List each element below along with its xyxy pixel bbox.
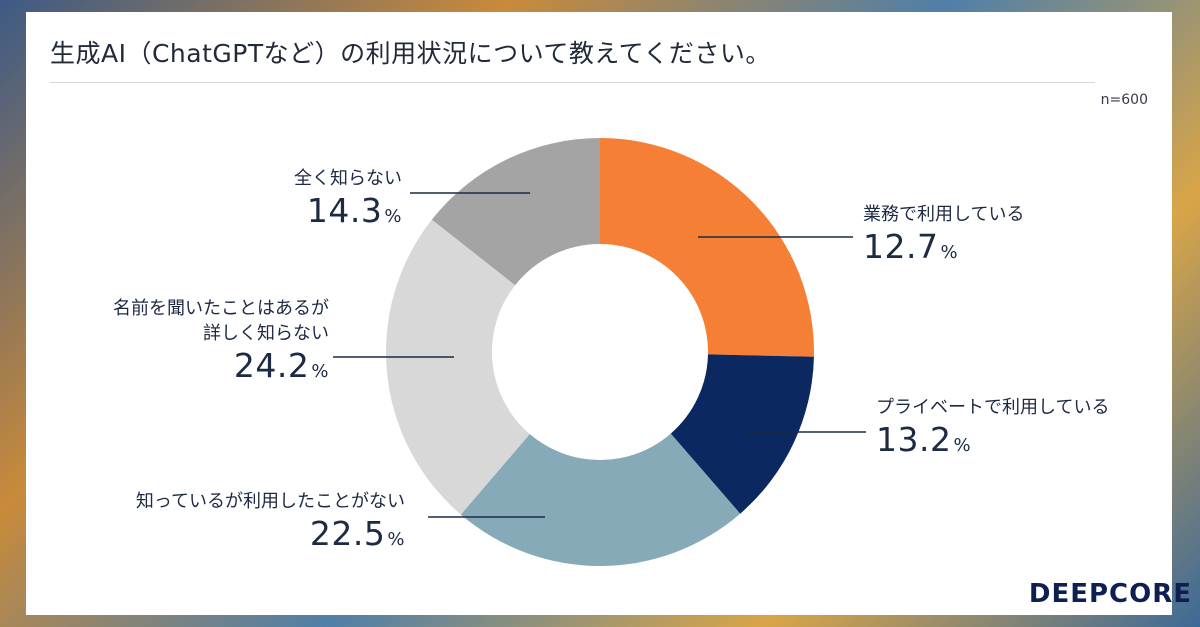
slice-private-use [670,354,814,514]
slice-know-not-used [460,433,741,566]
label-private-use: プライベートで利用している 13.2% [876,395,1109,466]
slice-label-name: 業務で利用している [863,204,1025,225]
slice-label-name: 知っているが利用したことがない [135,491,405,512]
chart-title: 生成AI（ChatGPTなど）の利用状況について教えてください。 [50,39,771,68]
title-divider [50,82,1095,83]
slice-label-value: 24.2% [233,346,329,385]
slice-label-name-line2: 詳しく知らない [203,323,329,344]
sample-size: n=600 [1100,92,1148,108]
slice-label-value: 22.5% [309,514,405,553]
deepcore-logo: DEEPCORE [1028,579,1192,609]
slice-label-name: プライベートで利用している [876,397,1110,418]
label-business-use: 業務で利用している 12.7% [863,202,1024,273]
slice-business-use [600,138,815,357]
slice-label-value: 12.7% [863,227,959,266]
slice-label-name: 全く知らない [294,168,402,189]
slice-dont-know [431,138,600,286]
label-heard-name: 名前を聞いたことはあるが 詳しく知らない 24.2% [113,296,329,392]
slice-label-value: 13.2% [876,420,972,459]
slice-label-name-line1: 名前を聞いたことはあるが [113,298,329,319]
slice-heard-name [385,219,530,515]
slice-label-value: 14.3% [306,191,402,230]
label-know-not-used: 知っているが利用したことがない 22.5% [136,489,405,560]
label-dont-know: 全く知らない 14.3% [294,166,402,237]
